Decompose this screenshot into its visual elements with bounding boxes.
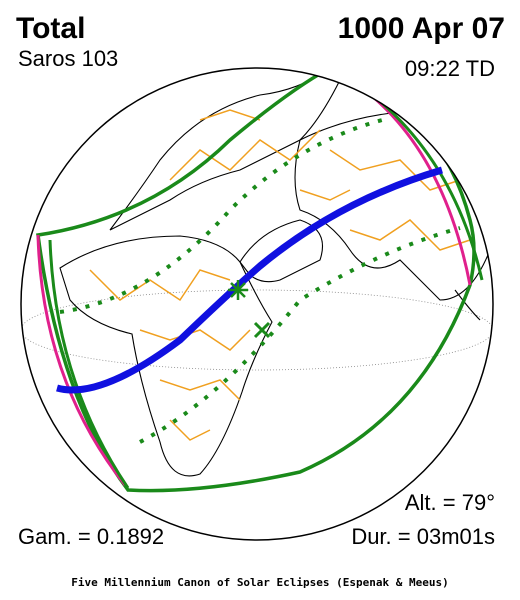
- saros: Saros 103: [18, 46, 118, 71]
- rise-set-curve: [48, 239, 130, 489]
- rise-set-curve: [334, 68, 472, 286]
- globe-content: [21, 68, 493, 493]
- greatest-eclipse: [228, 280, 248, 300]
- eclipse-type: Total: [16, 12, 85, 45]
- penumbral-limit: [59, 116, 391, 314]
- time: 09:22 TD: [405, 56, 495, 81]
- credit: Five Millennium Canon of Solar Eclipses …: [71, 576, 449, 589]
- borders: [89, 109, 471, 441]
- globe-outline: [20, 67, 494, 541]
- greatest-duration: [253, 321, 271, 339]
- date: 1000 Apr 07: [338, 12, 505, 45]
- altitude: Alt. = 79°: [405, 490, 495, 515]
- equator: [21, 289, 493, 371]
- gamma: Gam. = 0.1892: [18, 524, 164, 549]
- totality-path: [56, 166, 443, 394]
- duration: Dur. = 03m01s: [351, 524, 495, 549]
- coastlines: [59, 68, 491, 477]
- eclipse-limit: [36, 68, 476, 493]
- rise-set-curve: [36, 234, 127, 486]
